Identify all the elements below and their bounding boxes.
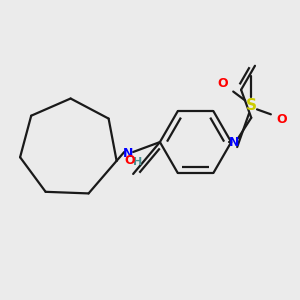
- Text: N: N: [229, 136, 239, 148]
- Text: H: H: [134, 157, 143, 167]
- Text: S: S: [246, 98, 256, 113]
- Text: O: O: [217, 77, 228, 90]
- Text: O: O: [277, 113, 287, 126]
- Text: N: N: [123, 148, 134, 160]
- Text: O: O: [124, 154, 134, 166]
